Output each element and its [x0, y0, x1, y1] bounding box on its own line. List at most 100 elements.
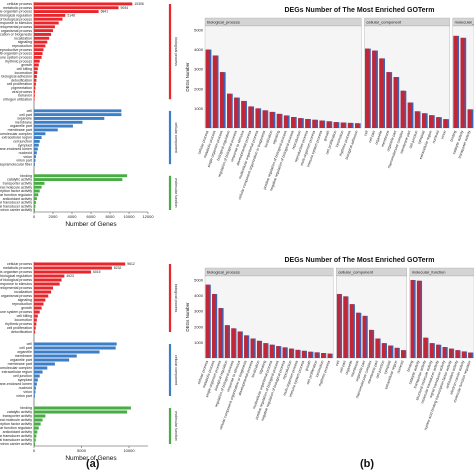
- category-label: virion part: [16, 394, 32, 398]
- bar: [34, 71, 38, 75]
- bar: [34, 414, 46, 418]
- category-label: signal transducer activity: [0, 204, 32, 208]
- category-label: cellular component organization or bioge…: [0, 33, 32, 37]
- bar-red: [205, 49, 210, 128]
- category-label: organelle: [344, 360, 353, 375]
- bar: [34, 17, 63, 21]
- category-label: metabolic process: [3, 6, 32, 10]
- bar: [34, 124, 73, 128]
- bar: [34, 322, 37, 326]
- bar: [34, 117, 105, 120]
- bar-red: [467, 109, 472, 128]
- bar-red: [237, 331, 242, 358]
- bar-red: [349, 304, 354, 358]
- bar: [34, 208, 35, 212]
- bar: [34, 6, 119, 10]
- category-label: membrane-enclosed lumen: [0, 147, 32, 151]
- category-label: transporter activity: [3, 414, 33, 418]
- category-label: symplast: [383, 360, 392, 375]
- bar-red: [416, 280, 421, 358]
- chart-title: DEGs Number of The Most Enriched GOTerm: [284, 7, 434, 14]
- bar: [34, 63, 39, 67]
- category-label: molecular function regulator: [0, 426, 33, 430]
- group-label: biological process: [174, 37, 178, 66]
- group-label: biological process: [174, 284, 178, 313]
- bar-red: [283, 115, 288, 128]
- category-label: virion: [23, 155, 32, 159]
- x-tick-label: 5000: [77, 448, 87, 453]
- bar: [34, 181, 45, 185]
- bar: [34, 78, 37, 82]
- category-label: catalytic activity: [7, 410, 32, 414]
- category-label: organelle: [374, 130, 383, 145]
- category-label: organelle part: [386, 130, 397, 152]
- bar-red: [347, 122, 352, 128]
- category-label: antioxidant activity: [3, 430, 33, 434]
- category-label: cell proliferation: [7, 326, 32, 330]
- bar-red: [241, 100, 246, 128]
- category-label: virion: [23, 390, 32, 394]
- category-label: multi-organism process: [0, 52, 32, 56]
- bar: [34, 132, 46, 136]
- category-label: extracellular region: [2, 370, 32, 374]
- facet-label: biological_process: [207, 20, 240, 25]
- x-tick-label: 6000: [87, 214, 97, 219]
- category-label: signaling: [18, 40, 32, 44]
- bar-red: [375, 338, 380, 358]
- category-label: single-organism process: [0, 10, 32, 14]
- bar: [34, 162, 35, 166]
- group-label: molecular function: [174, 178, 178, 207]
- category-label: multicellular organismal process: [0, 29, 32, 33]
- bar-red: [298, 118, 303, 128]
- category-label: immune system process: [0, 310, 32, 314]
- bar: [34, 438, 36, 442]
- category-label: cell: [27, 109, 33, 113]
- bar: [34, 120, 83, 124]
- x-tick-label: 10000: [123, 448, 135, 453]
- bar: [34, 159, 36, 162]
- category-label: molecular transducer activity: [0, 201, 32, 205]
- y-tick-label: 5000: [194, 28, 204, 33]
- category-label: cell part: [19, 346, 32, 350]
- bar-red: [314, 352, 319, 358]
- bar: [34, 374, 40, 378]
- x-tick-label: 0: [33, 448, 36, 453]
- bar: [34, 189, 40, 193]
- bar: [34, 67, 38, 71]
- category-label: localization: [14, 290, 32, 294]
- category-label: immune system process: [0, 56, 32, 60]
- bar: [34, 290, 52, 294]
- bar: [34, 40, 48, 44]
- bar: [34, 298, 46, 302]
- bar: [34, 44, 46, 48]
- category-label: biological regulation: [0, 14, 32, 18]
- bar-red: [212, 294, 216, 358]
- category-label: transporter activity: [3, 182, 33, 186]
- y-tick-label: 4000: [194, 293, 204, 298]
- bar: [34, 274, 65, 278]
- bar: [34, 82, 36, 86]
- bar: [34, 346, 116, 350]
- facet-label: cellular_component: [338, 270, 374, 275]
- bar: [34, 151, 37, 155]
- category-label: cell junction: [13, 374, 32, 378]
- bar-red: [443, 119, 448, 128]
- bar: [34, 286, 53, 290]
- category-label: membrane: [15, 354, 32, 358]
- category-label: supramolecular fiber: [0, 162, 33, 166]
- bar-red: [308, 351, 312, 358]
- bar-red: [212, 55, 217, 129]
- bar-red: [227, 93, 232, 128]
- category-label: locomotion: [335, 130, 345, 148]
- bar-red: [429, 343, 434, 358]
- bar-red: [343, 296, 348, 358]
- bar-red: [205, 284, 210, 358]
- bar-red: [255, 108, 260, 128]
- category-label: cell: [335, 360, 341, 367]
- bar-red: [429, 115, 434, 128]
- bar: [34, 326, 36, 330]
- category-label: antioxidant activity: [3, 197, 33, 201]
- category-label: molecular transducer activity: [0, 434, 32, 438]
- y-axis-label: DEGs Number: [185, 302, 190, 332]
- category-label: response to stimulus: [0, 282, 32, 286]
